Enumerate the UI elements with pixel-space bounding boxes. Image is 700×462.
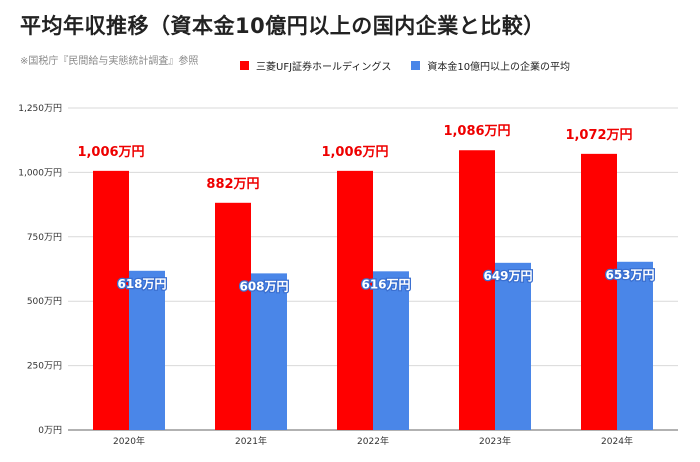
data-label-series-1: 616万円 xyxy=(361,277,410,291)
bar-series-1 xyxy=(495,262,531,430)
bar-series-1 xyxy=(251,273,287,430)
y-tick-label: 1,000万円 xyxy=(18,167,62,178)
y-axis-ticks: 0万円 250万円 500万円 750万円 1,000万円 1,250万円 xyxy=(18,103,62,436)
bar-series-0 xyxy=(93,170,129,430)
y-tick-label: 500万円 xyxy=(27,296,62,307)
bar-series-0 xyxy=(459,150,495,430)
data-label-series-1: 653万円 xyxy=(605,268,654,282)
data-label-series-0: 1,006万円 xyxy=(77,145,144,160)
x-axis-categories: 2020年 2021年 2022年 2023年 2024年 xyxy=(113,435,633,447)
data-label-series-0: 882万円 xyxy=(206,177,259,192)
data-label-series-0: 1,072万円 xyxy=(565,128,632,143)
legend: 三菱UFJ証券ホールディングス 資本金10億円以上の企業の平均 xyxy=(240,58,590,73)
legend-label-series-1: 資本金10億円以上の企業の平均 xyxy=(427,62,571,73)
bar-series-0 xyxy=(215,202,251,430)
y-tick-label: 250万円 xyxy=(27,361,62,372)
legend-swatch-series-1 xyxy=(411,61,421,70)
data-label-series-0: 1,086万円 xyxy=(443,124,510,139)
legend-label-series-0: 三菱UFJ証券ホールディングス xyxy=(256,62,392,73)
data-label-series-1: 608万円 xyxy=(239,279,288,293)
data-labels: 1,006万円 618万円 882万円 608万円 1,006万円 616万円 1,086万… xyxy=(77,124,655,294)
x-category-label: 2023年 xyxy=(479,435,511,447)
y-tick-label: 750万円 xyxy=(27,232,62,243)
bar-series-1 xyxy=(617,261,653,430)
y-tick-label: 0万円 xyxy=(38,425,62,436)
x-category-label: 2020年 xyxy=(113,435,145,447)
source-note: ※国税庁『民間給与実態統計調査』参照 xyxy=(20,56,199,67)
y-tick-label: 1,250万円 xyxy=(18,103,62,114)
data-label-series-1: 618万円 xyxy=(117,277,166,291)
bar-series-0 xyxy=(581,153,617,431)
bar-series-0 xyxy=(337,170,373,430)
data-label-series-1: 649万円 xyxy=(483,269,532,283)
x-category-label: 2021年 xyxy=(235,435,267,447)
bar-series-1 xyxy=(129,270,165,430)
data-label-series-0: 1,006万円 xyxy=(321,145,388,160)
legend-swatch-series-0 xyxy=(240,61,249,70)
bars xyxy=(93,150,653,431)
legend-item-series-0: 三菱UFJ証券ホールディングス xyxy=(240,58,391,73)
chart-title: 平均年収推移（資本金10億円以上の国内企業と比較） xyxy=(20,14,545,38)
x-category-label: 2024年 xyxy=(601,435,633,447)
x-category-label: 2022年 xyxy=(357,435,389,447)
bar-series-1 xyxy=(373,271,409,430)
legend-item-series-1: 資本金10億円以上の企業の平均 xyxy=(411,58,570,73)
